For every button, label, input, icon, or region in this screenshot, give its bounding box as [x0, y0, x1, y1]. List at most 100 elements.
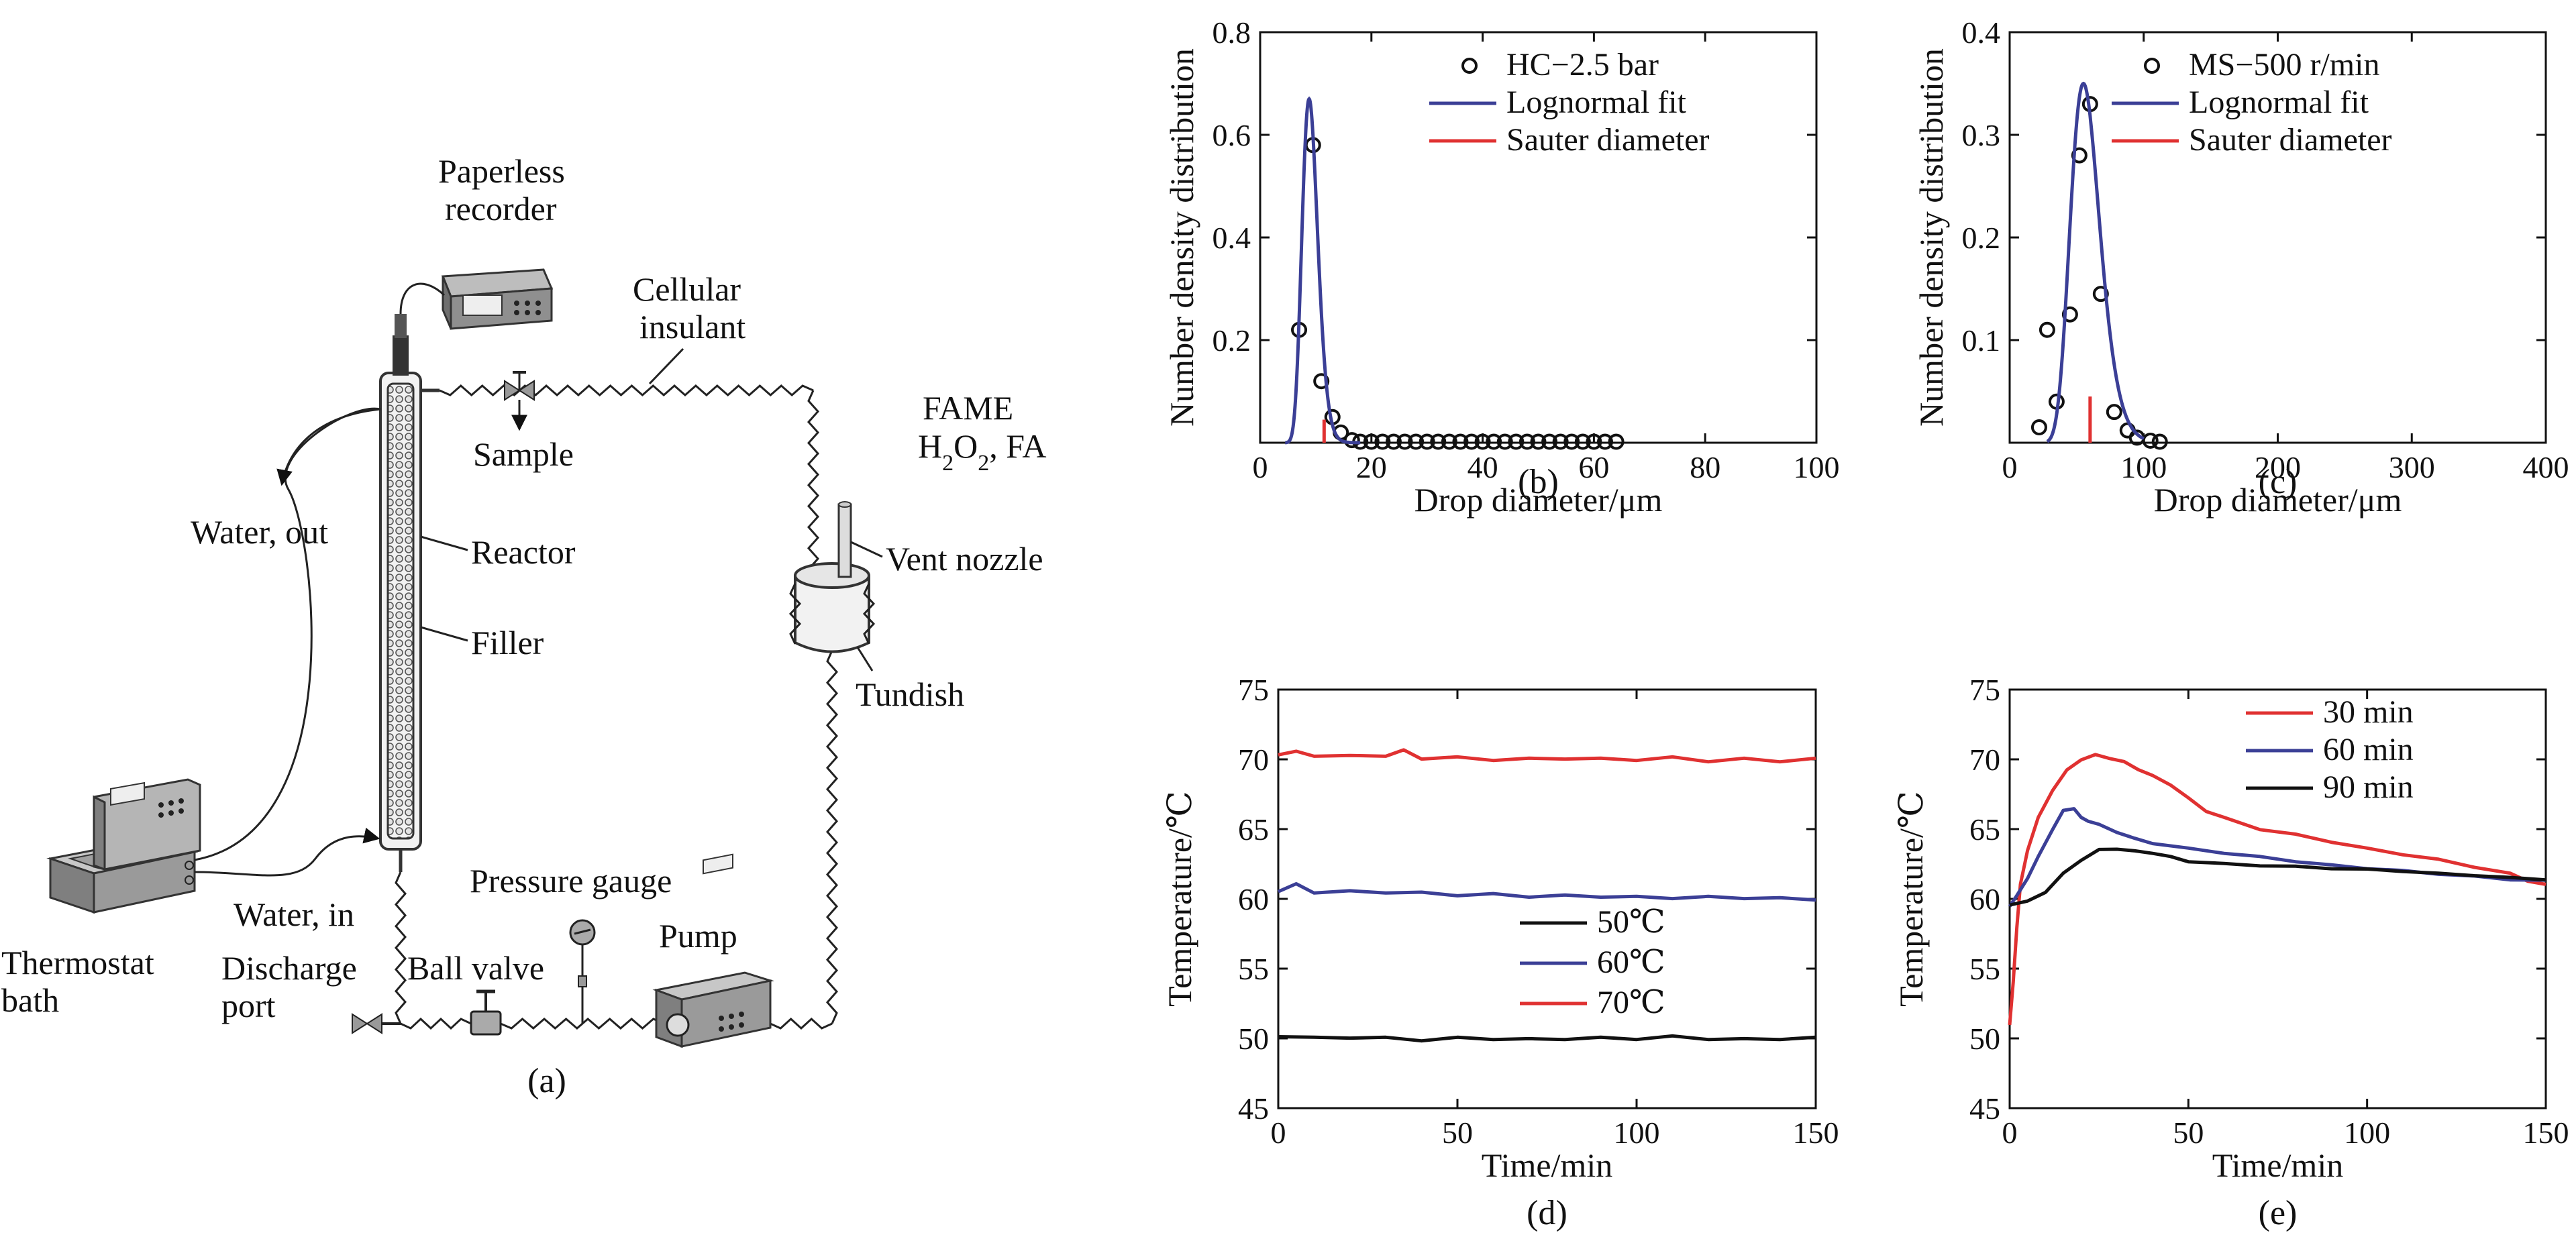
data-point	[1541, 433, 1558, 450]
data-point	[1508, 433, 1525, 450]
data-point	[1463, 433, 1480, 450]
legend-label: Sauter diameter	[2189, 122, 2392, 158]
label-bath: bath	[1, 981, 59, 1019]
y-axis-label: Number density distribution	[1912, 48, 1950, 427]
y-tick-label: 70	[1238, 743, 1269, 777]
data-point	[1396, 433, 1413, 450]
water-out-arrow	[276, 408, 381, 486]
chart-c: 0 100 200 300 400 0.1 0.2 0.3 0.4 Drop diameter/μ…	[1912, 15, 2569, 519]
insulated-pipe-bottom-right	[770, 1017, 833, 1030]
data-point	[1408, 433, 1425, 450]
y-tick-label: 45	[1238, 1091, 1269, 1126]
x-tick-label: 80	[1690, 450, 1720, 484]
data-point	[1586, 433, 1602, 450]
data-point	[2151, 433, 2168, 450]
label-thermostat: Thermostat	[1, 944, 154, 981]
chart-e: 0 50 100 150 45 50 55 60 65 70 75 Time/min Temperatu…	[1892, 673, 2569, 1232]
x-tick-label: 100	[1614, 1116, 1660, 1150]
x-tick-label: 40	[1467, 450, 1498, 484]
data-point	[2092, 286, 2109, 303]
y-tick-label: 55	[1969, 952, 2000, 986]
x-axis-label: Time/min	[2212, 1146, 2343, 1184]
x-tick-label: 20	[1356, 450, 1387, 484]
x-tick-label: 0	[2002, 450, 2018, 484]
y-tick-label: 65	[1238, 812, 1269, 847]
label-insulant: insulant	[639, 308, 745, 345]
label-filler: Filler	[471, 624, 544, 661]
data-point	[2106, 404, 2122, 421]
y-tick-label: 50	[1238, 1022, 1269, 1056]
data-point	[1313, 373, 1330, 390]
y-tick-label: 75	[1238, 673, 1269, 707]
label-water-in: Water, in	[234, 896, 354, 933]
chart-b: 0 20 40 60 80 100 0.2 0.4 0.6 0.8 Drop diameter/μm…	[1163, 15, 1840, 519]
label-cellular: Cellular	[633, 270, 741, 308]
label-recorder: recorder	[445, 190, 557, 227]
label-discharge: Discharge	[221, 949, 357, 987]
x-tick-label: 100	[2120, 450, 2167, 484]
y-tick-label: 0.6	[1213, 118, 1251, 152]
data-point	[2039, 321, 2055, 338]
y-tick-label: 0.2	[1962, 221, 2001, 255]
data-point	[1441, 433, 1457, 450]
y-tick-label: 0.2	[1213, 323, 1251, 358]
experimental-setup-diagram: Paperless recorder Cellular insulant Sam…	[1, 152, 1046, 1100]
x-tick-label: 150	[1793, 1116, 1839, 1150]
data-point	[1363, 433, 1380, 450]
label-water-out: Water, out	[191, 513, 328, 551]
label-h2o2-fa: H2O2, FA	[918, 427, 1046, 476]
reactor-column	[379, 314, 440, 872]
y-axis-label: Number density distribution	[1163, 48, 1200, 427]
legend-marker	[2144, 58, 2160, 74]
legend-label: 50℃	[1597, 904, 1665, 940]
caption-b: (b)	[1518, 463, 1559, 501]
water-in-arrow	[194, 827, 380, 877]
plot-frame-e	[2008, 688, 2547, 1109]
label-reactor: Reactor	[471, 533, 576, 571]
insulated-pipe-top	[439, 384, 814, 396]
data-point	[1430, 433, 1447, 450]
label-tundish: Tundish	[856, 675, 964, 713]
y-tick-label: 65	[1969, 812, 2000, 847]
lognormal-fit-line	[2046, 81, 2145, 443]
y-tick-label: 0.8	[1213, 15, 1251, 50]
data-point	[1552, 433, 1569, 450]
insulated-pipe-left-lower	[395, 871, 407, 1024]
data-point	[2142, 432, 2159, 449]
x-tick-label: 50	[1442, 1116, 1473, 1150]
x-tick-label: 60	[1578, 450, 1609, 484]
series-line	[2009, 847, 2546, 907]
y-tick-label: 55	[1238, 952, 1269, 986]
thermostat-bath-device	[46, 778, 201, 914]
caption-a: (a)	[527, 1062, 566, 1100]
y-tick-label: 70	[1969, 743, 2000, 777]
data-point	[1563, 433, 1580, 450]
data-point	[1496, 433, 1513, 450]
x-tick-label: 150	[2523, 1116, 2569, 1150]
x-tick-label: 100	[1794, 450, 1840, 484]
caption-e: (e)	[2259, 1194, 2298, 1232]
data-point	[1385, 433, 1402, 450]
series-line	[1277, 882, 1816, 902]
paperless-recorder-device	[399, 268, 554, 330]
insulated-pipe-bottom-left	[400, 1017, 472, 1030]
insulated-pipe-right-lower	[825, 650, 839, 1024]
data-point	[2030, 419, 2047, 436]
x-axis-label: Time/min	[1482, 1146, 1612, 1184]
legend-label: MS−500 r/min	[2189, 47, 2379, 83]
x-tick-label: 0	[2002, 1116, 2018, 1150]
label-ball-valve: Ball valve	[407, 949, 544, 987]
data-point	[1474, 433, 1491, 450]
legend-marker	[1461, 58, 1478, 74]
legend-label: HC−2.5 bar	[1506, 47, 1659, 83]
series-line	[1278, 1034, 1816, 1043]
lognormal-fit-line	[1285, 96, 1361, 445]
data-point	[1596, 433, 1613, 450]
x-tick-label: 100	[2344, 1116, 2390, 1150]
data-point	[1518, 433, 1535, 450]
data-point	[1608, 433, 1625, 450]
y-tick-label: 45	[1969, 1091, 2000, 1126]
data-point	[1530, 433, 1547, 450]
pump-device	[652, 853, 774, 1048]
